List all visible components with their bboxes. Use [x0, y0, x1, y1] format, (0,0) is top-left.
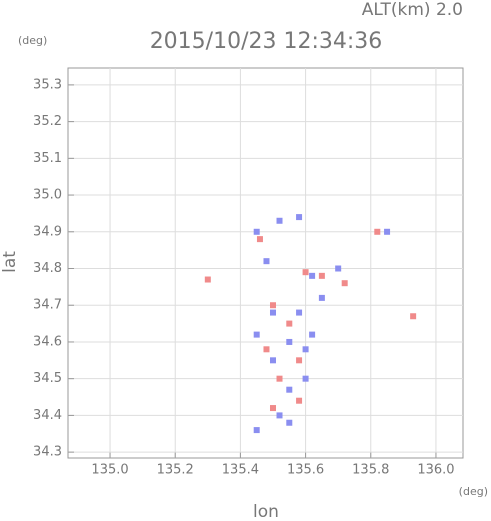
y-tick-label: 35.2 — [33, 114, 62, 129]
plot-frame — [67, 67, 464, 459]
echo-point — [256, 236, 263, 243]
echo-point — [410, 313, 417, 320]
y-tick-label: 34.5 — [33, 371, 62, 386]
x-tick-label: 135.6 — [287, 463, 324, 478]
echo-point — [286, 419, 293, 426]
y-axis-label: lat — [0, 251, 20, 273]
echo-point — [302, 269, 309, 276]
annotation: ALT(km) 2.0 — [362, 0, 463, 20]
y-unit: (deg) — [18, 34, 47, 47]
x-tick-label: 135.8 — [352, 463, 389, 478]
echo-point — [253, 427, 260, 434]
echo-point — [253, 228, 260, 235]
echo-point — [302, 375, 309, 382]
x-axis-label: lon — [253, 502, 279, 521]
echo-point — [263, 346, 270, 353]
echo-point — [269, 309, 276, 316]
echo-point — [318, 272, 325, 279]
y-tick-label: 34.4 — [33, 408, 62, 423]
y-tick-label: 34.6 — [33, 334, 62, 349]
x-tick-label: 135.0 — [91, 463, 128, 478]
chart-title: 2015/10/23 12:34:36 — [150, 29, 383, 54]
x-tick-label: 135.2 — [157, 463, 194, 478]
echo-point — [276, 375, 283, 382]
echo-point — [204, 276, 211, 283]
echo-point — [286, 338, 293, 345]
echo-point — [286, 386, 293, 393]
echo-point — [374, 228, 381, 235]
echo-point — [318, 294, 325, 301]
echo-point — [296, 309, 303, 316]
y-tick-label: 34.8 — [33, 261, 62, 276]
echo-point — [296, 357, 303, 364]
echo-point — [309, 272, 316, 279]
x-tick-label: 136.0 — [417, 463, 454, 478]
echo-point — [276, 217, 283, 224]
echo-point — [286, 320, 293, 327]
x-unit: (deg) — [459, 485, 488, 498]
echo-point — [341, 280, 348, 287]
echo-point — [335, 265, 342, 272]
echo-point — [276, 412, 283, 419]
echo-point — [263, 258, 270, 265]
echo-point — [253, 331, 260, 338]
y-tick-label: 34.7 — [33, 298, 62, 313]
x-tick-label: 135.4 — [222, 463, 259, 478]
echo-point — [269, 302, 276, 309]
y-tick-label: 34.3 — [33, 445, 62, 460]
y-tick-label: 34.9 — [33, 224, 62, 239]
echo-point — [269, 357, 276, 364]
echo-point — [309, 331, 316, 338]
echo-point — [296, 397, 303, 404]
y-tick-label: 35.1 — [33, 151, 62, 166]
echo-point — [384, 228, 391, 235]
echo-point — [296, 214, 303, 221]
y-tick-label: 35.3 — [33, 77, 62, 92]
y-tick-label: 35.0 — [33, 188, 62, 203]
echo-point — [269, 405, 276, 412]
echo-point — [302, 346, 309, 353]
